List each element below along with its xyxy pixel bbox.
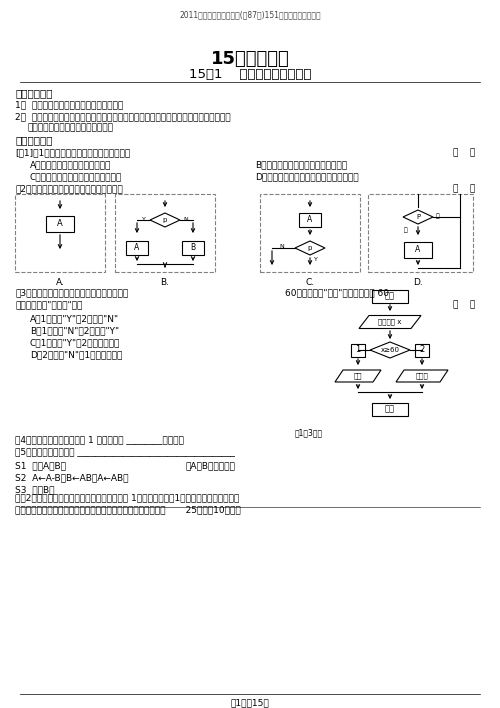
Text: 真: 真 [436, 213, 440, 219]
Bar [404, 242, 432, 258]
Text: A.: A. [56, 278, 64, 287]
Text: C.: C. [306, 278, 314, 287]
Text: B．一个问题的算法步骤能够是可逆的: B．一个问题的算法步骤能够是可逆的 [255, 160, 347, 169]
Text: N: N [280, 244, 284, 249]
Polygon shape [396, 370, 448, 382]
Bar [115, 194, 215, 272]
Text: A．1框中填"Y"，2框中填"N": A．1框中填"Y"，2框中填"N" [30, 314, 119, 323]
Text: x≥60: x≥60 [380, 347, 400, 353]
Polygon shape [370, 342, 410, 358]
Text: [例1]（1）以下对于算法的说法正确的选项是: [例1]（1）以下对于算法的说法正确的选项是 [15, 148, 130, 157]
Text: B.: B. [160, 278, 170, 287]
Polygon shape [359, 316, 421, 329]
Text: A．某算法能够无止境地运算下去: A．某算法能够无止境地运算下去 [30, 160, 112, 169]
Text: A: A [57, 219, 63, 229]
Bar [15, 194, 105, 272]
Text: C．达成一件事情的算法有且只有一种: C．达成一件事情的算法有且只有一种 [30, 172, 122, 181]
Text: A: A [134, 244, 140, 253]
Bar [126, 241, 148, 255]
Bar [299, 213, 321, 227]
Text: （A、B均为数据）: （A、B均为数据） [185, 461, 235, 470]
Text: （5）以下算法的功能是 ___________________________________: （5）以下算法的功能是 ____________________________… [15, 447, 235, 456]
Bar [372, 403, 408, 416]
Text: C．1框中填"Y"，2框中能够不填: C．1框中填"Y"，2框中能够不填 [30, 338, 120, 347]
Text: D．设计算法要本着简单方即可操作的原则: D．设计算法要本着简单方即可操作的原则 [255, 172, 358, 181]
Text: （3）依据下边的流程图操作，使适当作绩不低: （3）依据下边的流程图操作，使适当作绩不低 [15, 288, 128, 297]
Text: S2  A←A-B，B←AB，A←AB；: S2 A←A-B，B←AB，A←AB； [15, 473, 128, 482]
Text: 于分时，输出"不及格"，则: 于分时，输出"不及格"，则 [15, 300, 82, 309]
Text: S1  输入A、B；: S1 输入A、B； [15, 461, 66, 470]
Text: 【典型例题】: 【典型例题】 [15, 135, 52, 145]
Text: Y: Y [142, 217, 146, 222]
Text: D.: D. [413, 278, 423, 287]
Polygon shape [403, 210, 433, 224]
Text: N: N [184, 217, 188, 222]
Polygon shape [335, 370, 381, 382]
Text: B．1框中填"N"，2框中填"Y": B．1框中填"N"，2框中填"Y" [30, 326, 119, 335]
Text: 2: 2 [420, 346, 424, 355]
Text: 15、算法初步: 15、算法初步 [210, 50, 290, 68]
Text: 及格: 及格 [354, 372, 362, 379]
Text: （    ）: （ ） [453, 184, 475, 193]
Bar [368, 194, 473, 272]
Text: 输入成绩 x: 输入成绩 x [378, 319, 402, 325]
Text: 1: 1 [356, 346, 360, 355]
Text: 1．  算法的含义，能用自然语言描绘算法。: 1． 算法的含义，能用自然语言描绘算法。 [15, 100, 123, 109]
Text: （4）流程图中的判断框，有 1 个进行口和 ________个出口。: （4）流程图中的判断框，有 1 个进行口和 ________个出口。 [15, 435, 184, 444]
Bar [182, 241, 204, 255]
Text: A: A [308, 215, 312, 224]
Text: 例1（3）图: 例1（3）图 [295, 428, 323, 437]
Text: 2．  设计流程图表达解决问题的过程，认识算法和程序语言的差别；理解流程图的三种基: 2． 设计流程图表达解决问题的过程，认识算法和程序语言的差别；理解流程图的三种基 [15, 112, 231, 121]
Text: B: B [190, 244, 196, 253]
Text: 结束: 结束 [385, 404, 395, 413]
Text: 第1页共15页: 第1页共15页 [230, 698, 270, 707]
Text: 15．1    算法的含义与流程图: 15．1 算法的含义与流程图 [189, 68, 311, 81]
Text: 假: 假 [404, 227, 408, 233]
Polygon shape [295, 241, 325, 255]
Polygon shape [150, 213, 180, 227]
Text: 不及格: 不及格 [416, 372, 428, 379]
Bar [46, 216, 74, 232]
Text: 60分时，输出"及格"，当作绩低于 60: 60分时，输出"及格"，当作绩低于 60 [285, 288, 389, 297]
Bar [415, 343, 429, 357]
Text: （    ）: （ ） [453, 300, 475, 309]
Text: 本逻辑构造，会用流程图表示算法。: 本逻辑构造，会用流程图表示算法。 [28, 123, 114, 132]
Text: 货员希望用数量最少的硬币找给儿童，提供找的硬币有（面值为       25美分、10美分、: 货员希望用数量最少的硬币找给儿童，提供找的硬币有（面值为 25美分、10美分、 [15, 505, 241, 514]
Text: 【例2】（找零钱问题）一个儿童买了价值少于 1美元的糖，并将1美元的钱交给售货员，售: 【例2】（找零钱问题）一个儿童买了价值少于 1美元的糖，并将1美元的钱交给售货员… [15, 493, 239, 502]
Text: 2011年高考数学一轮复习(共87节)151算法的含义与流程图: 2011年高考数学一轮复习(共87节)151算法的含义与流程图 [179, 10, 321, 19]
Text: Y: Y [314, 257, 318, 262]
Bar [351, 343, 365, 357]
Bar [260, 194, 360, 272]
Text: D．2框中填"N"，1框中能够不填: D．2框中填"N"，1框中能够不填 [30, 350, 122, 359]
Text: （    ）: （ ） [453, 148, 475, 157]
Text: 【知识网络】: 【知识网络】 [15, 88, 52, 98]
Text: 开始: 开始 [385, 292, 395, 300]
Text: P: P [416, 214, 420, 220]
Text: p: p [308, 245, 312, 251]
Text: （2）以下几个流程图中，属于选择构造的是: （2）以下几个流程图中，属于选择构造的是 [15, 184, 123, 193]
Text: p: p [163, 217, 167, 223]
Text: S3  输出B。: S3 输出B。 [15, 485, 54, 494]
Text: A: A [416, 246, 420, 254]
Bar [372, 290, 408, 302]
